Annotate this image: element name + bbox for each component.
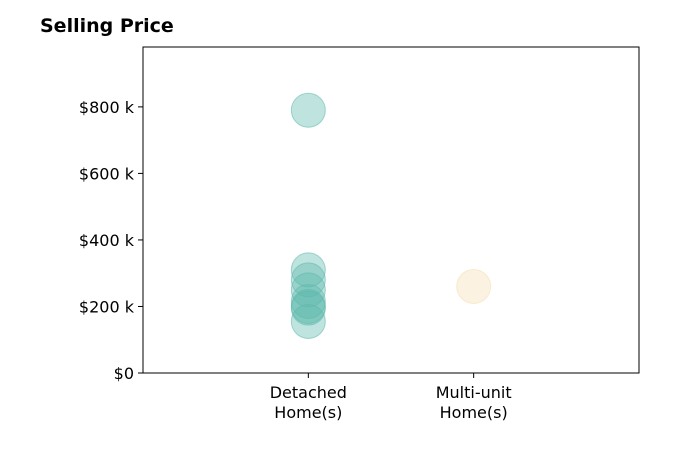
data-point xyxy=(290,303,326,339)
x-axis: Detached Home(s) Multi-unit Home(s) xyxy=(270,373,512,422)
y-tick-label: $0 xyxy=(114,364,134,383)
y-tick-label: $600 k xyxy=(79,164,135,183)
y-tick-label: $800 k xyxy=(79,98,135,117)
points-layer xyxy=(290,92,492,339)
data-point xyxy=(290,262,326,298)
data-point xyxy=(290,290,326,326)
y-axis: $0 $200 k $400 k $600 k $800 k xyxy=(79,98,143,383)
chart-title: Selling Price xyxy=(40,15,174,37)
data-point xyxy=(290,92,326,128)
x-tick-label: Detached Home(s) xyxy=(270,383,347,422)
y-tick-label: $400 k xyxy=(79,231,135,250)
x-tick-label: Multi-unit Home(s) xyxy=(436,383,512,422)
data-point xyxy=(290,252,326,288)
data-point xyxy=(456,269,492,305)
plot-frame xyxy=(142,46,640,374)
y-tick-label: $200 k xyxy=(79,297,135,316)
